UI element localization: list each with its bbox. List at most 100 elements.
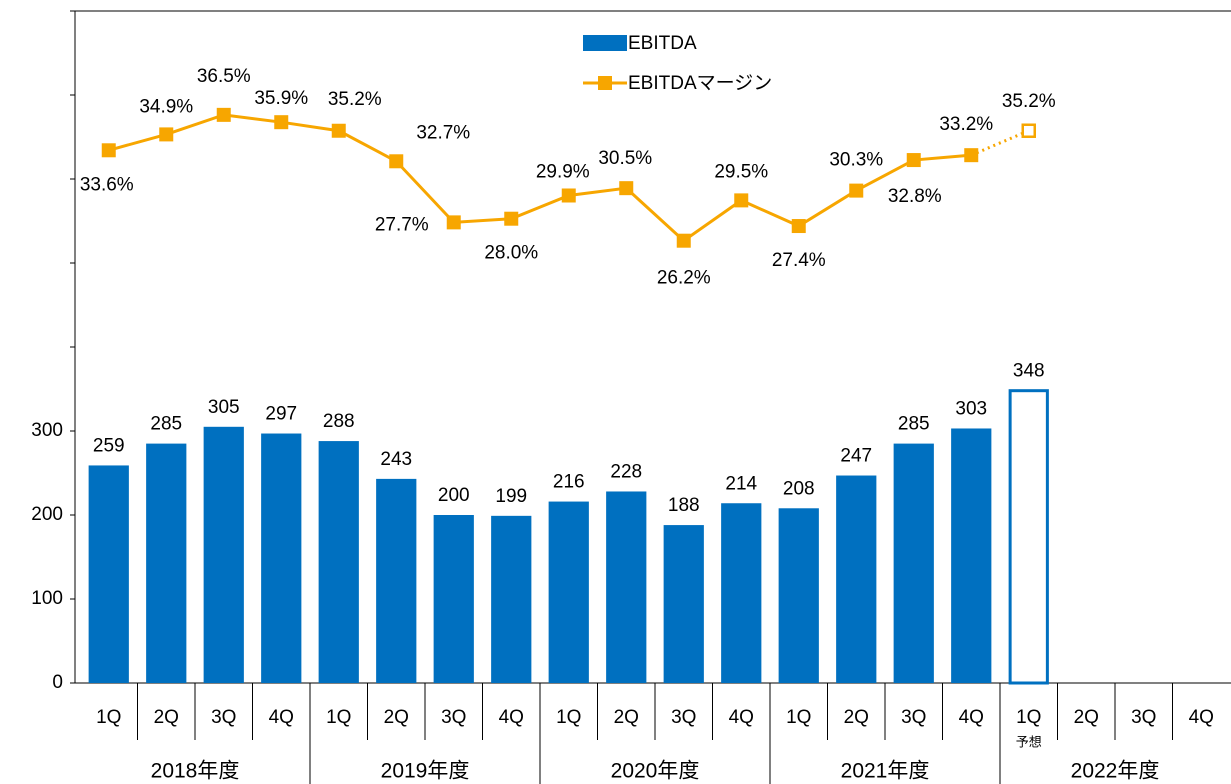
line-value-label: 28.0%	[484, 243, 538, 264]
bar-value-label: 243	[380, 449, 412, 470]
x-tick-label: 4Q	[729, 707, 754, 728]
bar	[548, 501, 589, 683]
bar-value-label: 285	[898, 414, 930, 435]
marker	[734, 193, 749, 208]
bar-value-label: 200	[438, 485, 470, 506]
bar	[318, 441, 359, 683]
y-tick-label: 200	[31, 504, 63, 525]
marker	[504, 211, 519, 226]
x-tick-label: 3Q	[441, 707, 466, 728]
group-label: 2019年度	[381, 760, 470, 783]
bar	[433, 515, 474, 683]
y-tick-label: 0	[52, 672, 63, 693]
bar-value-label: 208	[783, 478, 815, 499]
group-label: 2021年度	[841, 760, 930, 783]
bar-value-label: 188	[668, 495, 700, 516]
x-tick-label: 2Q	[614, 707, 639, 728]
line-value-label: 34.9%	[139, 96, 193, 117]
bar	[893, 443, 934, 683]
legend-label: EBITDA	[628, 33, 697, 54]
bar	[376, 478, 417, 683]
marker	[446, 215, 461, 230]
group-label: 2018年度	[151, 760, 240, 783]
x-tick-label: 1Q	[786, 707, 811, 728]
bar	[491, 515, 532, 683]
bar-value-label: 199	[495, 486, 527, 507]
x-tick-label: 4Q	[1189, 707, 1214, 728]
line-value-label: 35.9%	[254, 88, 308, 109]
bar	[836, 475, 877, 683]
forecast-marker	[1021, 123, 1036, 138]
x-tick-label: 3Q	[901, 707, 926, 728]
bar-value-label: 297	[265, 404, 297, 425]
x-tick-label: 1Q	[96, 707, 121, 728]
line-value-label: 32.8%	[888, 186, 942, 207]
marker	[389, 154, 404, 169]
marker	[676, 233, 691, 248]
x-tick-label: 3Q	[671, 707, 696, 728]
marker	[274, 115, 289, 130]
y-tick-label: 300	[31, 420, 63, 441]
x-tick-label: 2Q	[154, 707, 179, 728]
line-value-label: 33.6%	[80, 174, 134, 195]
x-tick-label: 2Q	[1074, 707, 1099, 728]
group-label: 2022年度	[1071, 760, 1160, 783]
x-tick-label: 2Q	[844, 707, 869, 728]
x-tick-label: 4Q	[499, 707, 524, 728]
line-value-label: 30.3%	[829, 150, 883, 171]
bar	[606, 491, 647, 683]
bar	[951, 428, 992, 683]
bar-value-label: 247	[840, 446, 872, 467]
bar	[146, 443, 187, 683]
x-tick-label: 3Q	[211, 707, 236, 728]
y-tick-label: 100	[31, 588, 63, 609]
line-value-label: 32.7%	[416, 122, 470, 143]
bar-value-label: 285	[150, 414, 182, 435]
bar-value-label: 348	[1013, 361, 1045, 382]
line-value-label: 33.2%	[939, 114, 993, 135]
marker	[216, 107, 231, 122]
forecast-line	[970, 129, 1030, 157]
forecast-bar	[1008, 389, 1049, 685]
x-tick-label: 1Q	[1016, 707, 1041, 728]
x-tick-label: 1Q	[556, 707, 581, 728]
bar	[88, 465, 129, 683]
line-value-label: 36.5%	[197, 66, 251, 87]
line-value-label: 27.4%	[772, 250, 826, 271]
line-value-label: 35.2%	[1002, 91, 1056, 112]
forecast-label: 予想	[1016, 734, 1042, 749]
x-tick-label: 4Q	[269, 707, 294, 728]
bar	[203, 426, 244, 683]
margin-line	[108, 113, 972, 243]
x-tick-label: 3Q	[1131, 707, 1156, 728]
bar	[261, 433, 302, 683]
marker	[964, 148, 979, 163]
legend-label: EBITDAマージン	[628, 73, 772, 94]
line-value-label: 30.5%	[598, 148, 652, 169]
bar-value-label: 303	[955, 398, 987, 419]
bar-value-label: 228	[610, 461, 642, 482]
bar-value-label: 305	[208, 397, 240, 418]
line-value-label: 35.2%	[328, 89, 382, 110]
legend-swatch	[598, 76, 612, 90]
bar	[721, 503, 762, 683]
line-value-label: 27.7%	[375, 214, 429, 235]
line-value-label: 26.2%	[657, 268, 711, 289]
marker	[849, 183, 864, 198]
bar	[778, 508, 819, 683]
legend-swatch	[583, 35, 627, 51]
x-tick-label: 2Q	[384, 707, 409, 728]
marker	[791, 219, 806, 234]
marker	[619, 181, 634, 196]
line-value-label: 29.5%	[714, 161, 768, 182]
marker	[331, 123, 346, 138]
marker	[159, 127, 174, 142]
bar-value-label: 288	[323, 411, 355, 432]
marker	[561, 188, 576, 203]
x-tick-label: 1Q	[326, 707, 351, 728]
bar	[663, 525, 704, 683]
bar-value-label: 214	[725, 473, 757, 494]
line-value-label: 29.9%	[536, 162, 590, 183]
marker	[101, 143, 116, 158]
